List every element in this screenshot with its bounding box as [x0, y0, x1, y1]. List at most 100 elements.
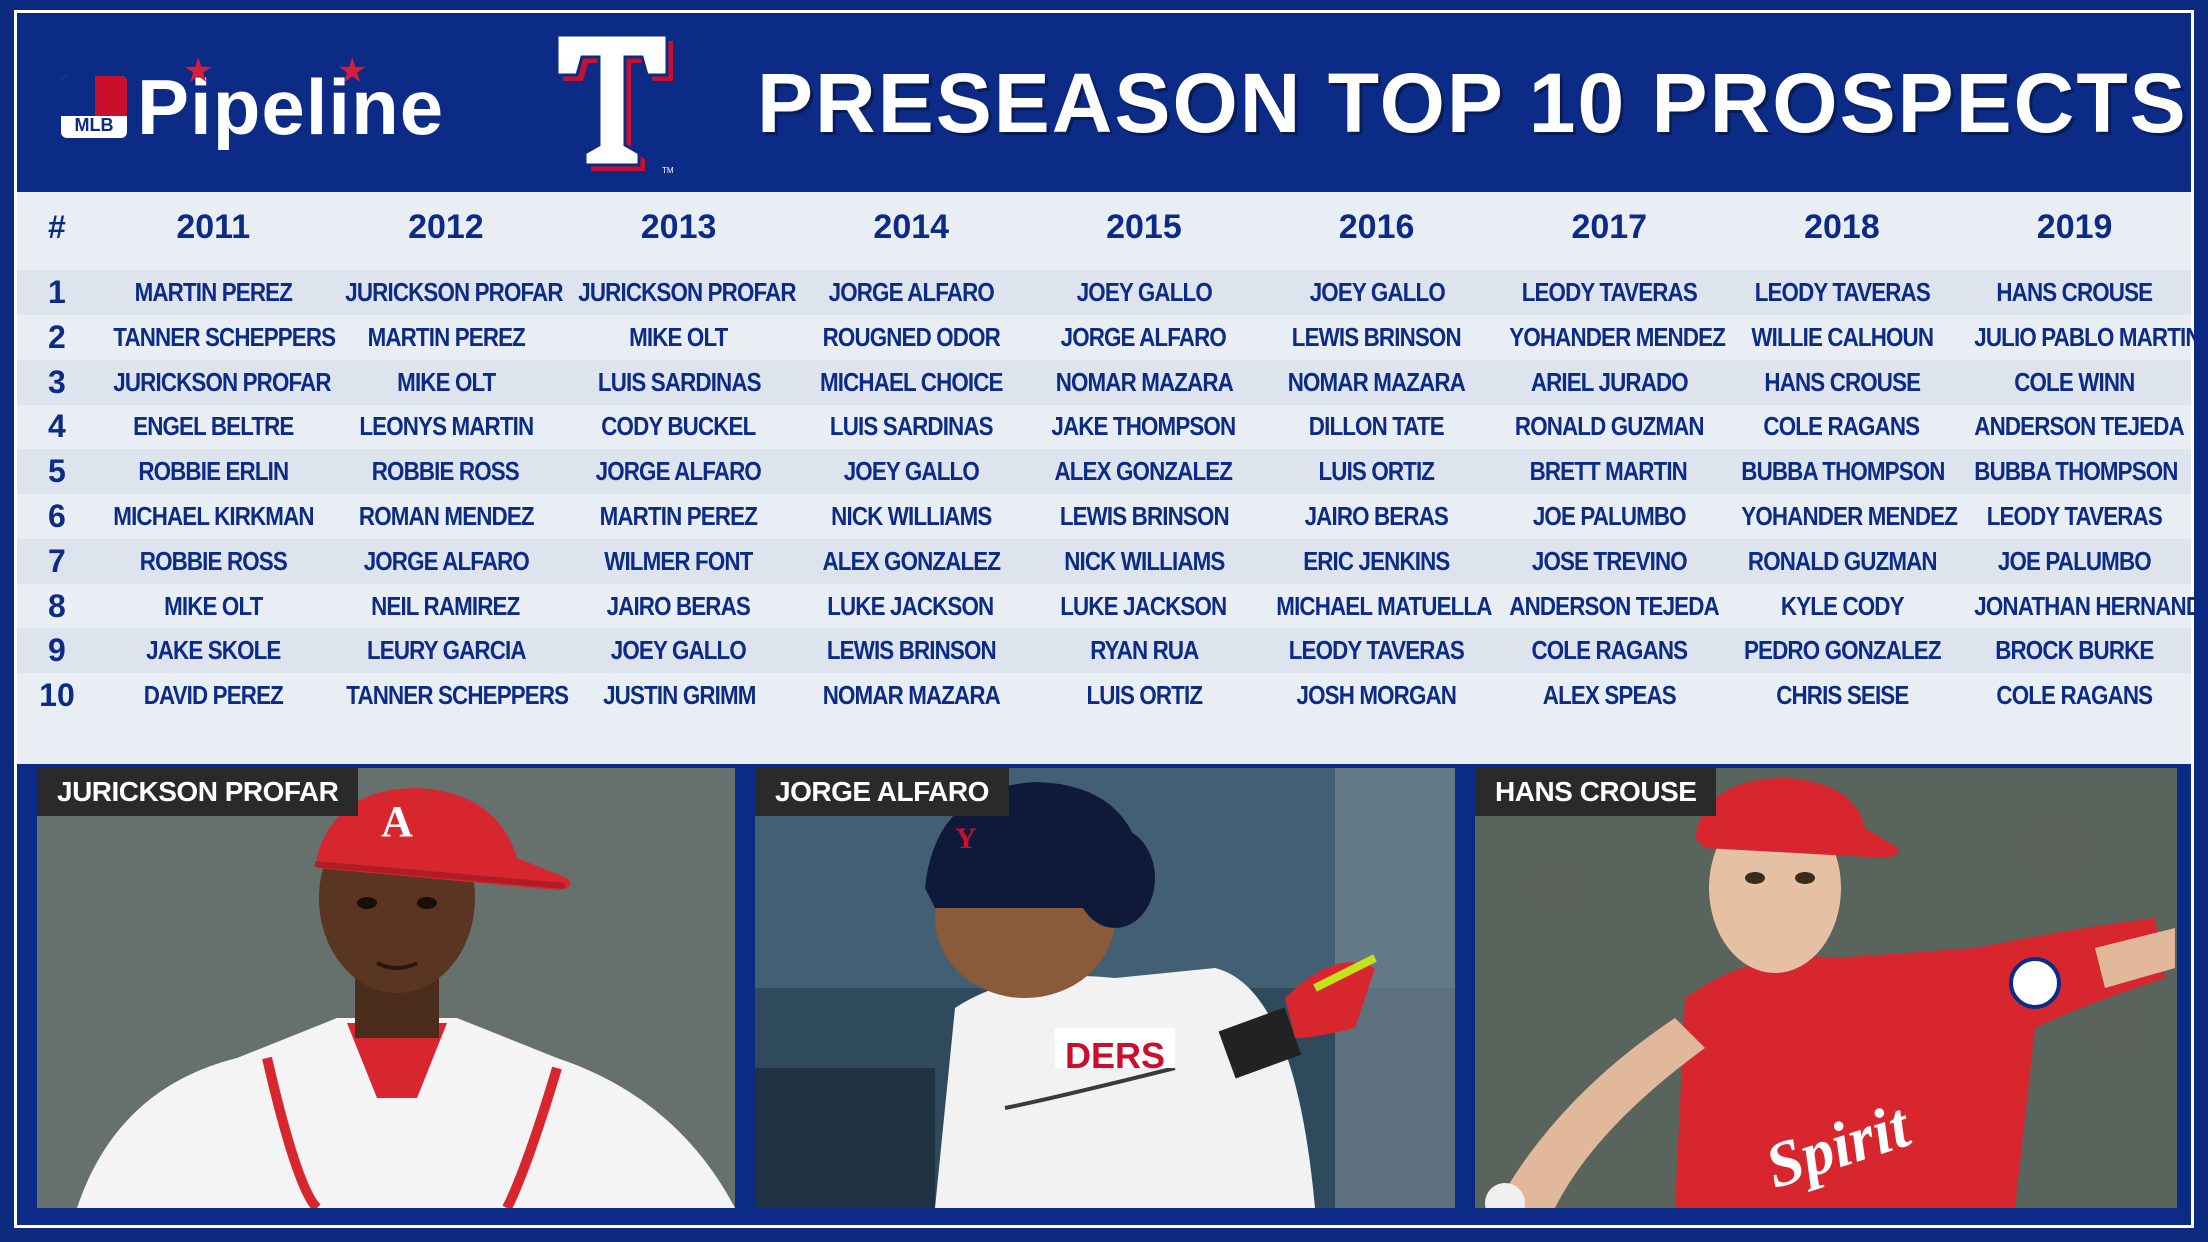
- rank-cell: 4: [48, 408, 66, 445]
- mlb-pipeline-logo: MLB ★ ★ Pipeline: [61, 52, 445, 157]
- prospect-cell: KYLE CODY: [1780, 590, 1904, 621]
- prospect-cell: JOSE TREVINO: [1531, 545, 1688, 576]
- prospect-cell: ROMAN MENDEZ: [358, 501, 535, 531]
- prospect-cell: ROBBIE ERLIN: [138, 456, 289, 487]
- prospects-table: #2011 2012 2013 2014 2015 2016 2017 2018 2019 1 MA…: [14, 192, 2208, 764]
- rank-cell: 8: [48, 587, 66, 624]
- prospect-cell: YOHANDER MENDEZ: [1741, 501, 1959, 531]
- prospect-cell: LEWIS BRINSON: [826, 635, 997, 666]
- page-title: PRESEASON TOP 10 PROSPECTS: [757, 56, 2188, 150]
- svg-text:TM: TM: [662, 166, 674, 175]
- table-header-row: #2011 2012 2013 2014 2015 2016 2017 2018 2019: [17, 192, 2191, 262]
- prospect-cell: JORGE ALFARO: [1061, 321, 1227, 352]
- prospect-cell: DILLON TATE: [1308, 411, 1445, 442]
- photo-caption: JURICKSON PROFAR: [37, 768, 359, 816]
- year-header: 2015: [1106, 207, 1182, 246]
- prospect-cell: ROBBIE ROSS: [139, 545, 288, 576]
- prospect-cell: BRETT MARTIN: [1530, 456, 1688, 487]
- prospect-cell: JOSH MORGAN: [1296, 680, 1457, 711]
- prospect-cell: MIKE OLT: [629, 321, 728, 352]
- prospect-cell: CHRIS SEISE: [1775, 680, 1909, 711]
- prospect-cell: TANNER SCHEPPERS: [113, 321, 336, 352]
- prospect-cell: JOEY GALLO: [611, 635, 747, 666]
- year-header: 2019: [2036, 207, 2113, 246]
- prospect-cell: MIKE OLT: [163, 590, 263, 621]
- prospect-cell: RYAN RUA: [1089, 635, 1199, 666]
- prospect-cell: ANDERSON TEJEDA: [1508, 590, 1719, 621]
- prospect-cell: COLE RAGANS: [1531, 635, 1688, 666]
- table-row: 3 JURICKSON PROFAR MIKE OLT LUIS SARDINAS MI…: [17, 359, 2191, 405]
- prospect-cell: MARTIN PEREZ: [367, 321, 525, 352]
- prospect-cell: MIKE OLT: [397, 366, 496, 397]
- prospect-cell: LUIS SARDINAS: [829, 411, 994, 442]
- prospect-cell: LUIS ORTIZ: [1318, 456, 1434, 487]
- prospect-cell: COLE RAGANS: [1763, 411, 1921, 442]
- photo-crouse: Spirit HANS CROUSE: [1475, 768, 2177, 1208]
- table-row: 9 JAKE SKOLE LEURY GARCIA JOEY GALLO LEWIS B…: [17, 628, 2191, 674]
- prospect-cell: NICK WILLIAMS: [831, 501, 992, 531]
- photo-caption: JORGE ALFARO: [755, 768, 1009, 816]
- prospect-cell: ERIC JENKINS: [1303, 545, 1450, 576]
- prospect-cell: RONALD GUZMAN: [1514, 411, 1705, 442]
- table-row: 7 ROBBIE ROSS JORGE ALFARO WILMER FONT ALEX …: [17, 538, 2191, 584]
- rank-cell: 10: [39, 677, 75, 714]
- prospect-cell: ARIEL JURADO: [1530, 366, 1689, 397]
- rank-cell: 5: [48, 453, 66, 490]
- svg-text:Y: Y: [955, 822, 977, 855]
- prospect-cell: NOMAR MAZARA: [822, 680, 1001, 711]
- svg-text:DERS: DERS: [1065, 1035, 1165, 1076]
- prospect-cell: JAKE THOMPSON: [1051, 411, 1237, 442]
- mlb-badge-icon: MLB: [61, 76, 127, 138]
- header-banner: MLB ★ ★ Pipeline TM PRESEASON TOP 10 PRO…: [14, 10, 2194, 192]
- prospect-cell: LUKE JACKSON: [827, 590, 995, 621]
- pipeline-wordmark: ★ ★ Pipeline: [137, 52, 445, 151]
- prospect-cell: DAVID PEREZ: [143, 680, 284, 711]
- prospect-cell: PEDRO GONZALEZ: [1743, 635, 1942, 666]
- prospect-cell: NOMAR MAZARA: [1055, 366, 1233, 397]
- prospect-cell: ROBBIE ROSS: [372, 456, 520, 487]
- table-row: 10 DAVID PEREZ TANNER SCHEPPERS JUSTIN GRIM…: [17, 673, 2191, 718]
- prospect-cell: JORGE ALFARO: [363, 545, 529, 576]
- year-header: 2016: [1338, 207, 1415, 246]
- year-header: 2013: [640, 207, 717, 246]
- prospect-cell: LEURY GARCIA: [366, 635, 527, 666]
- rangers-logo-icon: TM: [555, 33, 674, 175]
- prospect-cell: JOEY GALLO: [1076, 277, 1213, 307]
- prospect-cell: JOEY GALLO: [1309, 277, 1445, 307]
- prospect-cell: RONALD GUZMAN: [1747, 545, 1938, 576]
- prospect-cell: JAKE SKOLE: [146, 635, 281, 666]
- prospect-cell: MARTIN PEREZ: [134, 277, 292, 307]
- prospect-cell: HANS CROUSE: [1996, 277, 2154, 307]
- prospect-cell: LUIS SARDINAS: [597, 366, 761, 397]
- prospect-cell: WILLIE CALHOUN: [1750, 321, 1934, 352]
- prospect-cell: NICK WILLIAMS: [1063, 545, 1225, 576]
- prospect-cell: JOE PALUMBO: [1998, 545, 2152, 576]
- year-header: 2012: [408, 207, 484, 246]
- prospect-cell: TANNER SCHEPPERS: [345, 680, 569, 711]
- prospect-cell: MICHAEL CHOICE: [820, 366, 1003, 397]
- prospect-cell: MICHAEL MATUELLA: [1275, 590, 1492, 621]
- prospect-cell: JUSTIN GRIMM: [602, 680, 756, 711]
- prospect-cell: COLE RAGANS: [1996, 680, 2154, 711]
- year-header: 2017: [1571, 207, 1648, 246]
- svg-text:A: A: [381, 797, 413, 846]
- rank-cell: 3: [48, 363, 66, 400]
- prospect-cell: MARTIN PEREZ: [600, 501, 758, 531]
- prospect-cell: JAIRO BERAS: [1304, 501, 1449, 531]
- photo-strip: A JURICKSON PROFAR DERS: [14, 764, 2194, 1228]
- prospect-cell: NEIL RAMIREZ: [371, 590, 520, 621]
- prospect-cell: BUBBA THOMPSON: [1974, 456, 2178, 487]
- prospect-cell: YOHANDER MENDEZ: [1508, 321, 1726, 352]
- prospect-cell: JURICKSON PROFAR: [345, 277, 564, 307]
- prospect-cell: ANDERSON TEJEDA: [1974, 411, 2184, 442]
- rank-header: #: [48, 208, 66, 245]
- prospect-cell: ALEX GONZALEZ: [822, 545, 1001, 576]
- prospect-cell: JAIRO BERAS: [606, 590, 750, 621]
- prospect-cell: NOMAR MAZARA: [1288, 366, 1466, 397]
- table-row: 2 TANNER SCHEPPERS MARTIN PEREZ MIKE OLT ROU…: [17, 315, 2208, 360]
- photo-alfaro: DERS Y JORGE ALFARO: [755, 768, 1455, 1208]
- year-header: 2018: [1804, 207, 1880, 246]
- prospect-cell: LEODY TAVERAS: [1521, 277, 1698, 307]
- prospect-cell: ALEX SPEAS: [1542, 680, 1677, 711]
